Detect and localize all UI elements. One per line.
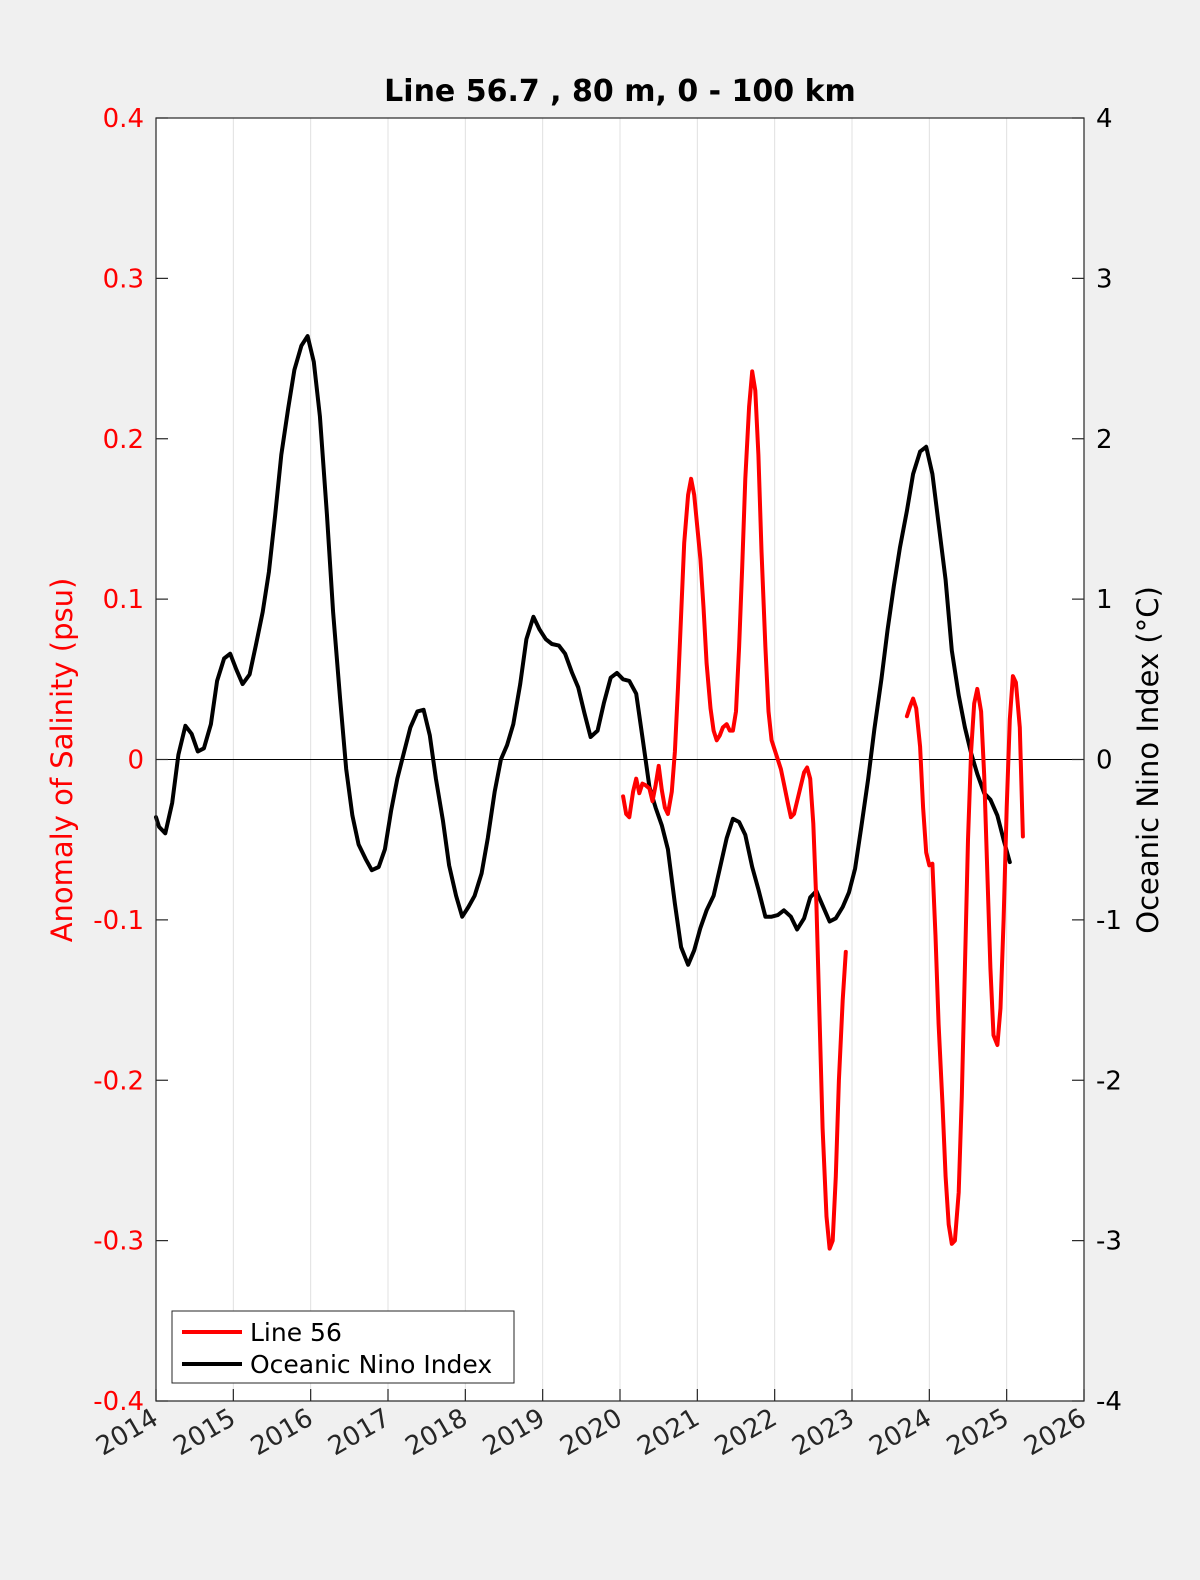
right-tick-label-2: 2: [1096, 425, 1113, 455]
x-tick-label-2022: 2022: [710, 1403, 782, 1462]
left-tick-label--0.2: -0.2: [93, 1066, 144, 1096]
series-line-line-56-2: [904, 674, 1025, 1246]
right-tick-label-4: 4: [1096, 104, 1113, 134]
right-axis: -4 -3 -2 -1 0 1 2 3 4: [1072, 104, 1122, 1417]
x-tick-label-2020: 2020: [555, 1403, 627, 1462]
left-tick-label-0.3: 0.3: [103, 264, 144, 294]
right-tick-label--4: -4: [1096, 1387, 1122, 1417]
left-tick-label--0.3: -0.3: [93, 1227, 144, 1257]
x-tick-label-2025: 2025: [942, 1403, 1014, 1462]
legend-label-oni: Oceanic Nino Index: [250, 1350, 492, 1379]
right-tick-label-0: 0: [1096, 746, 1113, 776]
legend-box: [171, 1310, 515, 1384]
right-tick-label--2: -2: [1096, 1066, 1122, 1096]
legend: Line 56 Oceanic Nino Index: [171, 1310, 515, 1384]
left-tick-label--0.4: -0.4: [93, 1387, 144, 1417]
left-tick-label--0.1: -0.1: [93, 906, 144, 936]
legend-label-line-56: Line 56: [250, 1318, 342, 1347]
x-tick-label-2019: 2019: [478, 1403, 550, 1462]
left-axis-label: Anomaly of Salinity (psu): [45, 578, 79, 943]
left-tick-label-0.4: 0.4: [103, 104, 144, 134]
x-tick-label-2015: 2015: [169, 1403, 241, 1462]
series-line-line-56-1: [621, 369, 848, 1251]
x-tick-label-2021: 2021: [633, 1403, 705, 1462]
series-line-oceanic-nino-index-1: [154, 334, 1012, 967]
x-tick-label-2016: 2016: [246, 1403, 318, 1462]
left-tick-label-0.1: 0.1: [103, 585, 144, 615]
x-tick-label-2018: 2018: [401, 1403, 473, 1462]
series-lines: [154, 334, 1025, 1251]
left-tick-label-0: 0: [127, 746, 144, 776]
x-tick-label-2024: 2024: [865, 1403, 937, 1462]
chart-title: Line 56.7 , 80 m, 0 - 100 km: [384, 74, 856, 109]
right-tick-label-1: 1: [1096, 585, 1113, 615]
x-tick-label-2017: 2017: [323, 1403, 395, 1462]
x-tick-label-2026: 2026: [1019, 1403, 1091, 1462]
right-tick-label--1: -1: [1096, 906, 1122, 936]
x-tick-label-2023: 2023: [787, 1403, 859, 1462]
right-tick-label-3: 3: [1096, 264, 1113, 294]
right-tick-label--3: -3: [1096, 1227, 1122, 1257]
left-axis: -0.4 -0.3 -0.2 -0.1 0 0.1 0.2 0.3 0.4: [93, 104, 168, 1417]
left-tick-label-0.2: 0.2: [103, 425, 144, 455]
right-axis-label: Oceanic Nino Index (°C): [1131, 586, 1165, 934]
